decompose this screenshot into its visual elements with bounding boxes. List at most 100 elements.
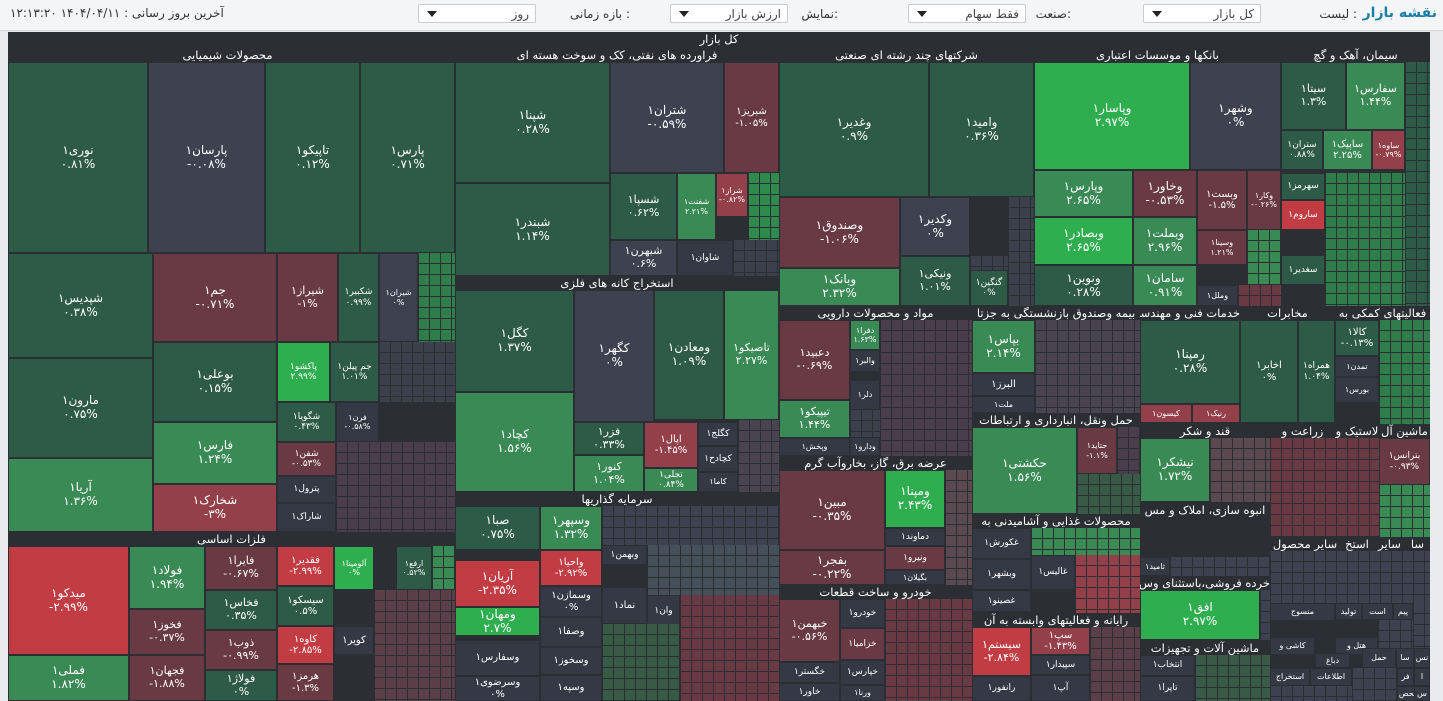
treemap-tile[interactable]: جم۱ -۰.۷۱% bbox=[153, 253, 277, 342]
treemap-tile[interactable]: بفجر۱ -۰.۲۲% bbox=[779, 550, 885, 585]
treemap-tile[interactable]: وسینا۱ ۱.۲۱% bbox=[1197, 230, 1247, 265]
treemap-tile[interactable]: شبندر۱ ۱.۱۴% bbox=[455, 183, 610, 276]
treemap-tile[interactable]: تاصیکو۱ ۲.۲۷% bbox=[724, 290, 779, 420]
treemap-tile[interactable]: جم پیلن۱ ۱.۰۱% bbox=[330, 342, 379, 402]
treemap-tile[interactable]: ونوین۱ ۰.۲۸% bbox=[1034, 265, 1133, 306]
treemap-tile[interactable]: س bbox=[1414, 686, 1430, 701]
treemap-tile[interactable]: وشهر۱ ۰% bbox=[1190, 62, 1281, 170]
treemap-tile[interactable]: وبشهر۱ bbox=[972, 559, 1031, 590]
treemap-tile[interactable]: سغدیر۱ bbox=[1281, 255, 1325, 285]
treemap-tile[interactable]: دماوند۱ bbox=[885, 528, 945, 546]
treemap-tile[interactable]: وسخوز۱ bbox=[540, 647, 602, 675]
treemap-tile[interactable]: ساوه۱ -۰.۷۹% bbox=[1372, 130, 1405, 170]
treemap-tile[interactable]: تولید bbox=[1335, 603, 1362, 620]
treemap-tile[interactable]: غصینو۱ bbox=[972, 590, 1031, 612]
treemap-tile[interactable]: کیسون۱ bbox=[1140, 404, 1192, 423]
treemap-tile[interactable]: پیم bbox=[1393, 603, 1413, 620]
treemap-tile[interactable]: شخارک۱ -۳% bbox=[153, 484, 277, 532]
treemap-tile[interactable]: غالیس۱ bbox=[1031, 555, 1075, 590]
treemap-tile[interactable]: حکشتی۱ ۱.۵۶% bbox=[972, 427, 1077, 514]
treemap-tile[interactable]: پترول۱ bbox=[277, 476, 336, 503]
treemap-tile[interactable]: انتخاب۱ bbox=[1140, 655, 1195, 676]
treemap-tile[interactable]: تجلی۱ ۰.۸۴% bbox=[644, 468, 698, 492]
treemap-tile[interactable]: آپ۱ bbox=[1031, 675, 1090, 701]
treemap-tile[interactable]: تاپیکو۱ ۰.۱۲% bbox=[265, 62, 360, 253]
treemap-tile[interactable]: آریان۱ -۲.۳۵% bbox=[455, 560, 540, 607]
treemap-tile[interactable]: دلر۱ bbox=[850, 380, 880, 410]
treemap-tile[interactable]: آلومینا۱ ۰% bbox=[334, 546, 374, 590]
treemap-tile[interactable]: ا bbox=[1414, 668, 1430, 686]
treemap-tile[interactable]: افق۱ ۲.۹۷% bbox=[1140, 590, 1260, 640]
treemap-tile[interactable]: آریا۱ ۱.۳۶% bbox=[8, 458, 153, 532]
treemap-tile[interactable]: ساپیک۱ ۲.۲۵% bbox=[1323, 130, 1372, 170]
treemap-tile[interactable]: بپاس۱ ۲.۱۴% bbox=[972, 320, 1035, 373]
treemap-tile[interactable]: فخوز۱ -۰.۳۷% bbox=[129, 609, 205, 655]
treemap-tile[interactable]: وخاور۱ -۰.۵۳% bbox=[1133, 170, 1197, 217]
treemap-tile[interactable]: کچاد۱ ۱.۵۶% bbox=[455, 392, 574, 492]
treemap-tile[interactable]: ورنا۱ bbox=[840, 685, 885, 701]
treemap-tile[interactable]: بوعلی۱ ۰.۱۵% bbox=[153, 342, 277, 422]
treemap-tile[interactable]: ستران۱ ۰.۸۸% bbox=[1281, 130, 1323, 170]
treemap-tile[interactable]: فملی۱ ۱.۸۲% bbox=[8, 655, 129, 701]
treemap-tile[interactable]: شگویا۱ ۰.۴۳% bbox=[277, 402, 336, 442]
treemap-tile[interactable]: شپدیس۱ ۰.۳۸% bbox=[8, 253, 153, 358]
treemap-tile[interactable]: فر bbox=[1397, 668, 1414, 686]
treemap-tile[interactable]: وکدیر۱ ۰% bbox=[900, 197, 970, 256]
treemap-tile[interactable]: همراه۱ ۱.۰۴% bbox=[1298, 320, 1335, 423]
treemap-tile[interactable]: کاشی و bbox=[1270, 637, 1315, 655]
treemap-tile[interactable]: پاکشو۱ ۲.۹۹% bbox=[277, 342, 330, 402]
treemap-tile[interactable]: اپال۱ -۱.۴۵% bbox=[644, 422, 698, 468]
treemap-tile[interactable]: شفنت۱ ۲.۲۱% bbox=[677, 173, 716, 240]
treemap-tile[interactable]: فرن۱ -۰.۵۸% bbox=[336, 402, 379, 442]
treemap-tile[interactable]: اطلاعات bbox=[1310, 668, 1352, 686]
treemap-tile[interactable]: مارون۱ ۰.۷۵% bbox=[8, 358, 153, 458]
treemap-tile[interactable]: وسمازن۱ ۰% bbox=[540, 586, 602, 617]
treemap-tile[interactable]: شراز۱ -۰.۸۲% bbox=[716, 173, 748, 217]
display-select[interactable]: ارزش بازار bbox=[670, 4, 788, 23]
treemap-tile[interactable]: وبهمن۱ bbox=[602, 545, 647, 565]
treemap-tile[interactable]: وپخش۱ bbox=[779, 438, 850, 456]
treemap-tile[interactable]: وسپه۱ bbox=[540, 675, 602, 701]
treemap-tile[interactable]: کچادح۱ bbox=[698, 446, 738, 472]
treemap-tile[interactable]: گنگین۱ ۰% bbox=[970, 270, 1008, 306]
treemap-tile[interactable]: ذوب۱ -۰.۹۹% bbox=[205, 630, 277, 670]
treemap-tile[interactable]: کگلج۱ bbox=[698, 422, 738, 446]
treemap-tile[interactable]: ومپنا۱ ۲.۴۳% bbox=[885, 470, 945, 528]
treemap-tile[interactable]: البرز۱ bbox=[972, 373, 1035, 396]
treemap-tile[interactable]: منسوج bbox=[1270, 603, 1335, 621]
treemap-tile[interactable]: تمدن۱ bbox=[1335, 356, 1379, 377]
treemap-tile[interactable]: شفن۱ -۰.۵۳% bbox=[277, 442, 336, 476]
treemap-tile[interactable]: وبانک۱ ۲.۳۲% bbox=[779, 268, 900, 306]
treemap-tile[interactable]: سیستم۱ -۲.۸۴% bbox=[972, 627, 1031, 676]
treemap-tile[interactable]: ونیرو۱ bbox=[885, 546, 945, 570]
treemap-tile[interactable]: ساروم۱ bbox=[1281, 200, 1325, 230]
treemap-tile[interactable]: سپیدار۱ bbox=[1031, 655, 1090, 675]
treemap-tile[interactable]: فولاد۱ ۱.۹۴% bbox=[129, 546, 205, 609]
treemap-tile[interactable]: صبا۱ ۰.۷۵% bbox=[455, 506, 540, 550]
industry-select[interactable]: فقط سهام bbox=[908, 4, 1026, 23]
treemap-tile[interactable]: شیران۱ ۰% bbox=[379, 253, 418, 342]
treemap-tile[interactable]: سامان۱ ۰.۹۱% bbox=[1133, 265, 1197, 306]
treemap-tile[interactable]: ومعادن۱ ۱.۰۹% bbox=[654, 290, 724, 420]
treemap-tile[interactable]: خپارس۱ bbox=[840, 660, 885, 685]
treemap-tile[interactable]: بگیلان۱ bbox=[885, 570, 945, 585]
treemap-tile[interactable]: وسفارس۱ bbox=[455, 640, 540, 676]
treemap-tile[interactable]: ارفع۱ ۰.۵۲% bbox=[396, 546, 432, 590]
treemap-tile[interactable]: والبر۱ bbox=[850, 350, 880, 372]
treemap-tile[interactable]: فولاژ۱ ۰% bbox=[205, 670, 277, 701]
treemap-tile[interactable]: کگهر۱ ۰% bbox=[574, 290, 654, 422]
treemap-tile[interactable]: استخراج bbox=[1270, 668, 1310, 686]
treemap-tile[interactable]: شپنا۱ ۰.۲۸% bbox=[455, 62, 610, 183]
treemap-tile[interactable]: ومهان۱ ۲.۷% bbox=[455, 607, 540, 636]
treemap-tile[interactable]: وبملت۱ ۲.۹۶% bbox=[1133, 217, 1197, 265]
treemap-tile[interactable]: نماد۱ bbox=[602, 587, 647, 624]
treemap-tile[interactable]: سهرمز۱ bbox=[1281, 173, 1325, 200]
list-select[interactable]: کل بازار bbox=[1143, 4, 1261, 23]
treemap-tile[interactable]: سیتا۱ ۱.۳% bbox=[1281, 62, 1346, 130]
treemap-tile[interactable]: نس bbox=[1414, 648, 1430, 668]
treemap-tile[interactable]: فایرا۱ -۰.۶۷% bbox=[205, 546, 277, 590]
treemap-tile[interactable]: رمپنا۱ ۰.۲۸% bbox=[1140, 320, 1240, 404]
treemap-tile[interactable]: سپ۱ -۱.۴۳% bbox=[1031, 627, 1090, 655]
treemap-tile[interactable]: بورس۱ bbox=[1335, 377, 1379, 403]
treemap-tile[interactable]: وکار۱ -۰.۲۶% bbox=[1247, 170, 1281, 230]
